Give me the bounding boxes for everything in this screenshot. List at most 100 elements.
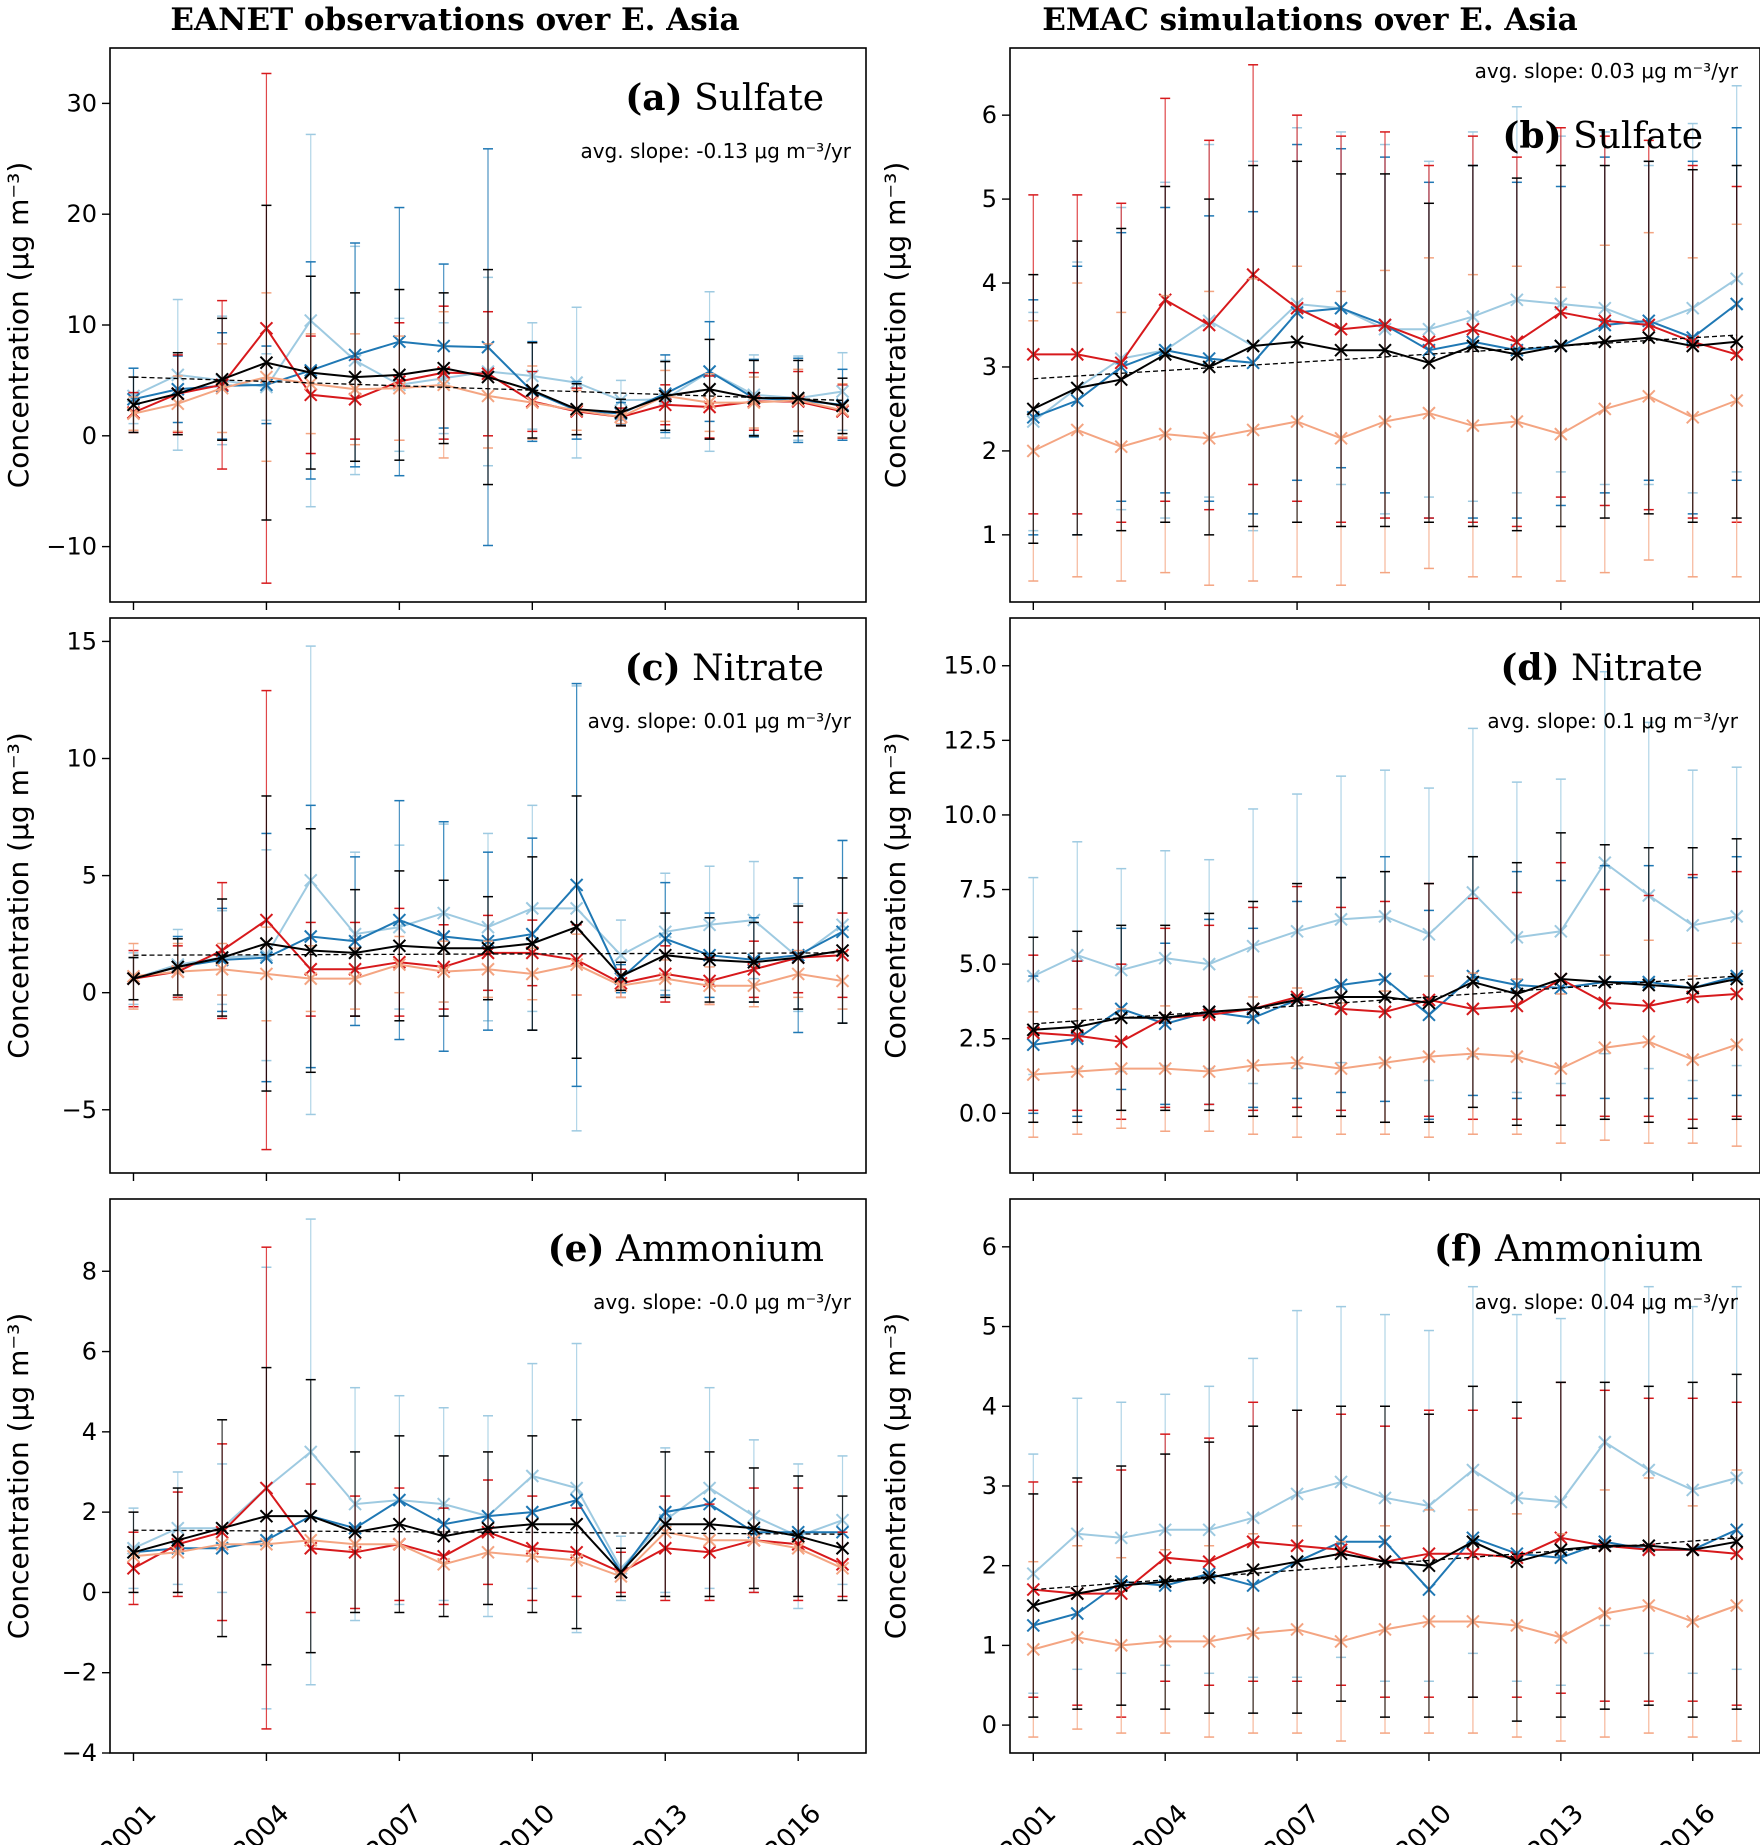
marker-black — [1070, 1586, 1084, 1601]
trend-line — [133, 952, 843, 956]
marker-black — [1598, 1539, 1612, 1553]
marker-black — [215, 1521, 229, 1535]
y-tick-label: 1 — [982, 1631, 997, 1659]
marker-black — [569, 402, 584, 416]
series-black — [126, 204, 850, 521]
panel-e: −4 −2 0 2 4 6 8 2001 2004 2007 2010 2013 2016 Concent… — [2, 1198, 867, 1845]
marker-black — [791, 391, 805, 405]
y-axis-label: Concentration (μg m⁻³) — [2, 1313, 35, 1640]
series-darkblue — [126, 682, 850, 1088]
x-tick-label: 2016 — [759, 1799, 827, 1845]
marker-black — [747, 391, 761, 405]
y-tick-label: 30 — [66, 89, 97, 117]
marker-black — [1510, 1554, 1524, 1569]
y-tick-label: 2.5 — [959, 1025, 997, 1053]
series-black — [1026, 160, 1744, 544]
marker-black — [436, 941, 451, 955]
panel-a: −10 0 10 20 30 Concentration (μg m⁻³) (a) Sulf… — [2, 47, 867, 610]
panel-letter: (d) — [1500, 647, 1559, 689]
y-tick-label: 7.5 — [959, 876, 997, 904]
marker-black — [304, 365, 318, 380]
marker-black — [259, 1509, 274, 1523]
marker-black — [1729, 972, 1744, 986]
y-tick-label: 20 — [66, 200, 97, 228]
series-black — [1026, 1373, 1744, 1722]
panel-label: (a) Sulfate — [625, 77, 824, 119]
marker-black — [614, 1565, 628, 1580]
marker-black — [171, 1533, 185, 1547]
marker-black — [702, 382, 717, 396]
series-black — [126, 795, 850, 1092]
marker-black — [1422, 996, 1436, 1010]
marker-black — [392, 1517, 407, 1531]
axes-frame — [1009, 47, 1760, 603]
marker-black — [1334, 343, 1348, 357]
marker-black — [348, 946, 362, 960]
marker-black — [1158, 347, 1172, 362]
panel-pollutant: Sulfate — [1573, 116, 1703, 157]
x-tick-label: 2010 — [1390, 1799, 1458, 1845]
y-tick-label: 0 — [982, 1711, 997, 1739]
marker-black — [1422, 356, 1436, 370]
x-tick-label: 2001 — [94, 1799, 162, 1845]
marker-black — [215, 372, 229, 386]
marker-black — [126, 398, 141, 412]
marker-black — [1510, 987, 1524, 1001]
y-tick-label: 10.0 — [944, 801, 997, 829]
marker-black — [791, 1529, 805, 1543]
marker-black — [1422, 1558, 1436, 1573]
panel-b: 1 2 3 4 5 6 Concentration (μg m⁻³) (b) Sulfate a… — [879, 47, 1760, 610]
panel-pollutant: Nitrate — [692, 648, 824, 689]
y-tick-label: 0 — [82, 1578, 97, 1606]
y-tick-label: 2 — [982, 437, 997, 465]
panel-label: (d) Nitrate — [1500, 647, 1703, 689]
panel-label: (f) Ammonium — [1434, 1228, 1703, 1270]
marker-black — [525, 1517, 540, 1531]
marker-black — [747, 955, 761, 969]
y-tick-label: −5 — [62, 1096, 97, 1124]
marker-black — [1686, 339, 1700, 353]
marker-black — [259, 936, 274, 951]
axes-frame — [109, 1198, 867, 1754]
panel-letter: (e) — [548, 1228, 605, 1270]
y-tick-label: 15 — [66, 627, 97, 655]
x-tick-label: 2016 — [1654, 1799, 1722, 1845]
marker-black — [1554, 972, 1568, 986]
trend-line — [133, 376, 843, 401]
marker-black — [1466, 975, 1480, 989]
panel-letter: (a) — [625, 77, 682, 119]
slope-annotation: avg. slope: 0.03 μg m⁻³/yr — [1475, 59, 1739, 83]
panel-label: (b) Sulfate — [1502, 115, 1703, 157]
marker-black — [1642, 330, 1656, 345]
marker-black — [392, 368, 407, 382]
marker-black — [1729, 1535, 1744, 1549]
y-tick-label: 5 — [982, 185, 997, 213]
marker-black — [171, 960, 185, 974]
marker-black — [126, 971, 141, 986]
marker-black — [1026, 1023, 1041, 1037]
marker-black — [1378, 343, 1392, 357]
marker-black — [525, 383, 540, 398]
marker-black — [658, 1517, 672, 1531]
y-tick-label: 10 — [66, 745, 97, 773]
marker-black — [569, 1517, 584, 1531]
marker-black — [1598, 335, 1612, 349]
marker-black — [126, 1545, 141, 1559]
panel-d: 0.0 2.5 5.0 7.5 10.0 12.5 15.0 Concentration (μ… — [879, 617, 1760, 1181]
y-tick-label: 4 — [982, 269, 997, 297]
slope-annotation: avg. slope: -0.0 μg m⁻³/yr — [593, 1290, 852, 1314]
y-tick-label: 2 — [982, 1552, 997, 1580]
y-tick-label: 8 — [82, 1257, 97, 1285]
y-tick-label: 5 — [82, 862, 97, 890]
y-tick-label: 10 — [66, 311, 97, 339]
marker-black — [702, 1517, 717, 1531]
marker-black — [1158, 1574, 1172, 1589]
marker-black — [835, 1541, 850, 1555]
panel-label: (c) Nitrate — [625, 647, 824, 689]
x-tick-label: 2001 — [994, 1799, 1062, 1845]
slope-annotation: avg. slope: 0.01 μg m⁻³/yr — [588, 709, 852, 733]
marker-black — [569, 920, 584, 934]
panel-letter: (c) — [625, 647, 681, 689]
marker-black — [1378, 1554, 1392, 1569]
